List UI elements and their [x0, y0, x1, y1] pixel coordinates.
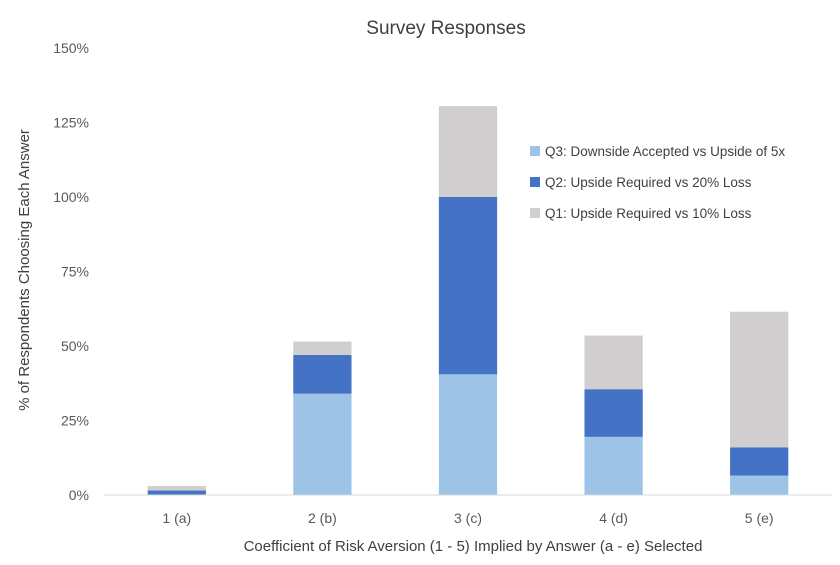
- bar-segment-series-1-cat-5: [730, 475, 789, 495]
- bar-segment-series-1-cat-2: [293, 393, 352, 495]
- x-tick-label: 4 (d): [599, 510, 628, 526]
- legend: Q3: Downside Accepted vs Upside of 5x Q2:…: [530, 144, 785, 221]
- bar-segment-series-3-cat-3: [438, 106, 498, 197]
- bar-segment-series-2-cat-1: [147, 490, 206, 495]
- x-tick-label: 3 (c): [454, 510, 482, 526]
- bars: [147, 106, 789, 495]
- x-tick-label: 1 (a): [162, 510, 191, 526]
- legend-swatch: [530, 208, 540, 218]
- legend-swatch: [530, 177, 540, 187]
- y-tick-label: 150%: [53, 40, 89, 56]
- bar-segment-series-1-cat-3: [438, 374, 498, 495]
- bar-segment-series-3-cat-4: [584, 335, 643, 390]
- y-axis-ticks: 0% 25% 50% 75% 100% 125% 150%: [53, 40, 89, 503]
- bar-segment-series-2-cat-5: [730, 447, 789, 476]
- bar-segment-series-3-cat-1: [147, 486, 206, 491]
- bar-segment-series-3-cat-5: [730, 311, 789, 448]
- bar-segment-series-2-cat-4: [584, 389, 643, 437]
- legend-label: Q2: Upside Required vs 20% Loss: [545, 175, 752, 190]
- bar-segment-series-2-cat-3: [438, 197, 498, 375]
- y-tick-label: 25%: [61, 413, 89, 429]
- legend-label: Q3: Downside Accepted vs Upside of 5x: [545, 144, 785, 159]
- legend-swatch: [530, 146, 540, 156]
- chart-title: Survey Responses: [366, 18, 525, 39]
- bar-segment-series-3-cat-2: [293, 341, 352, 355]
- legend-label: Q1: Upside Required vs 10% Loss: [545, 206, 752, 221]
- x-tick-label: 5 (e): [745, 510, 774, 526]
- y-tick-label: 125%: [53, 115, 89, 131]
- y-tick-label: 0%: [69, 487, 89, 503]
- x-tick-label: 2 (b): [308, 510, 337, 526]
- x-axis-title: Coefficient of Risk Aversion (1 - 5) Imp…: [244, 538, 703, 555]
- bar-segment-series-2-cat-2: [293, 354, 352, 394]
- bar-segment-series-1-cat-4: [584, 436, 643, 495]
- y-tick-label: 50%: [61, 338, 89, 354]
- y-tick-label: 100%: [53, 189, 89, 205]
- x-axis-ticks: 1 (a) 2 (b) 3 (c) 4 (d) 5 (e): [162, 510, 773, 526]
- y-tick-label: 75%: [61, 264, 89, 280]
- y-axis-title: % of Respondents Choosing Each Answer: [16, 129, 33, 411]
